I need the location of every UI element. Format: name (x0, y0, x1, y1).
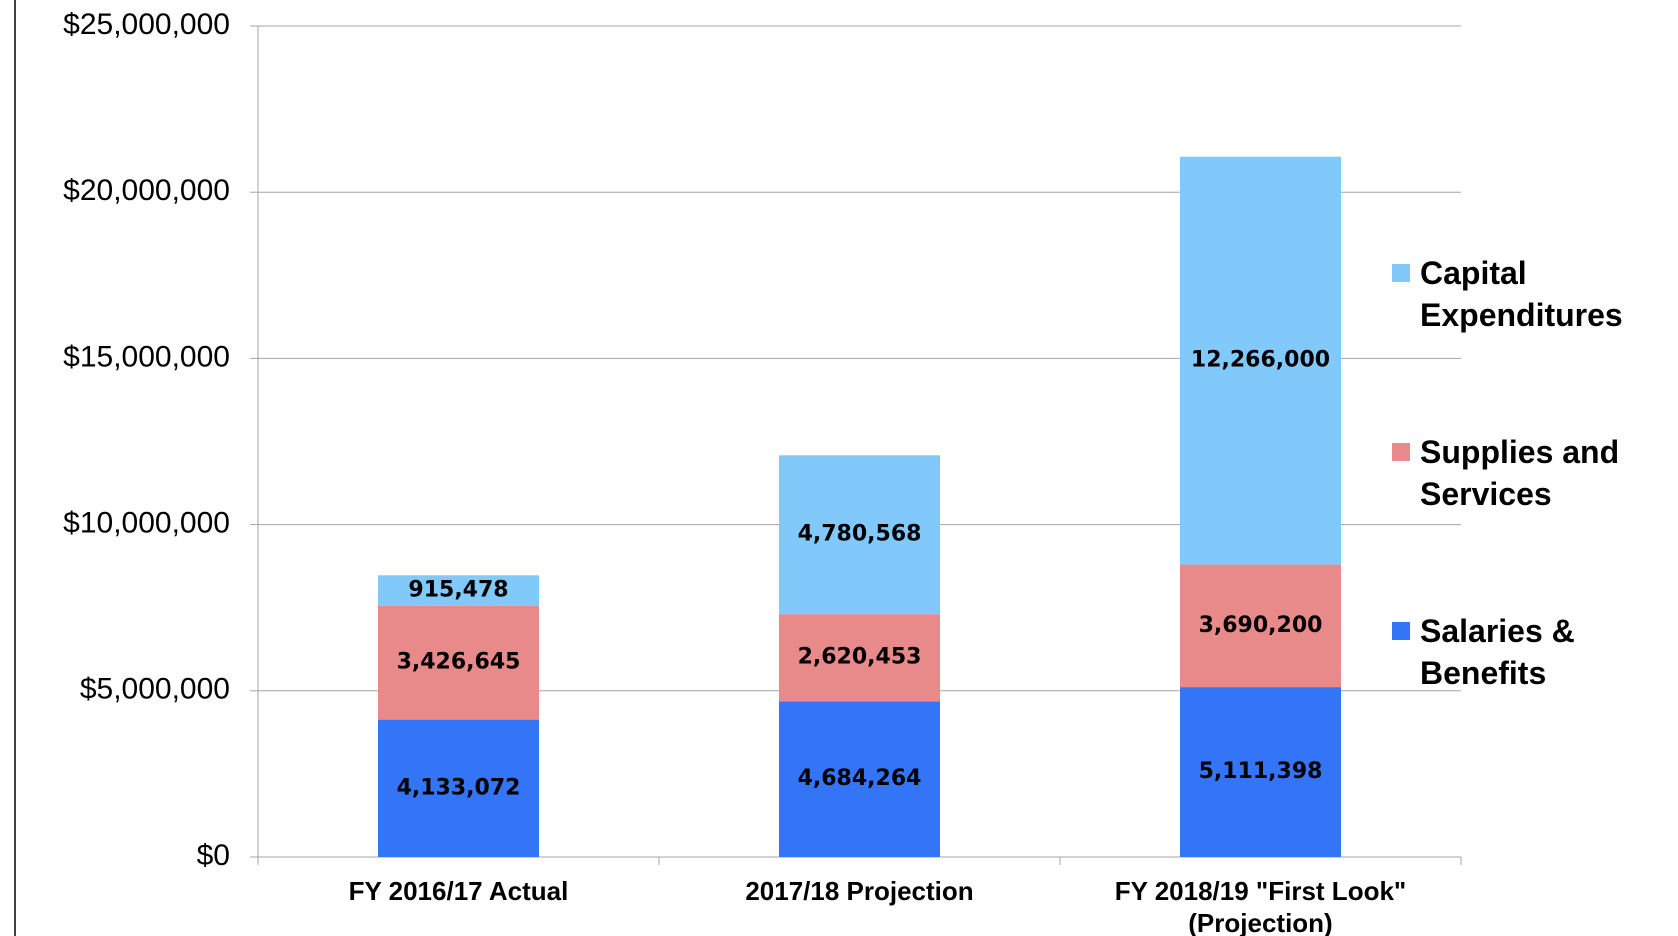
data-label: 12,266,000 (1191, 348, 1330, 373)
y-tick-label: $15,000,000 (63, 340, 230, 373)
x-tick-label: FY 2016/17 Actual (348, 876, 569, 906)
data-label: 3,426,645 (397, 650, 521, 675)
legend-item: Supplies and Services (1392, 431, 1652, 515)
y-tick-label: $20,000,000 (63, 174, 230, 207)
bar-segment (779, 701, 940, 857)
bar-segment (378, 719, 539, 857)
legend-item: Capital Expenditures (1392, 252, 1652, 336)
x-tick-label: FY 2018/19 "First Look" (Projection) (1114, 876, 1407, 936)
legend-item: Salaries & Benefits (1392, 610, 1652, 694)
y-tick-label: $5,000,000 (80, 673, 230, 706)
data-label: 4,684,264 (798, 766, 922, 791)
y-tick-label: $25,000,000 (63, 8, 230, 41)
bar-segment (779, 614, 940, 702)
legend-label: Salaries & Benefits (1420, 613, 1575, 691)
bar-segment (779, 455, 940, 615)
legend-swatch (1392, 622, 1410, 640)
data-label: 3,690,200 (1199, 613, 1323, 638)
data-label: 4,780,568 (798, 522, 922, 547)
y-tick-label: $10,000,000 (63, 507, 230, 540)
legend-label: Supplies and Services (1420, 434, 1620, 512)
bar-segment (378, 575, 539, 606)
data-label: 5,111,398 (1199, 759, 1323, 784)
legend-swatch (1392, 264, 1410, 282)
bar-segment (1180, 564, 1341, 688)
y-tick-label: $0 (197, 839, 230, 872)
bar-segment (378, 605, 539, 720)
bar-segment (1180, 156, 1341, 565)
legend-label: Capital Expenditures (1420, 255, 1623, 333)
data-label: 4,133,072 (397, 775, 521, 800)
data-label: 2,620,453 (798, 645, 922, 670)
x-tick-label: 2017/18 Projection (745, 876, 974, 906)
bar-segment (1180, 687, 1341, 857)
data-label: 915,478 (408, 577, 508, 602)
legend-swatch (1392, 443, 1410, 461)
